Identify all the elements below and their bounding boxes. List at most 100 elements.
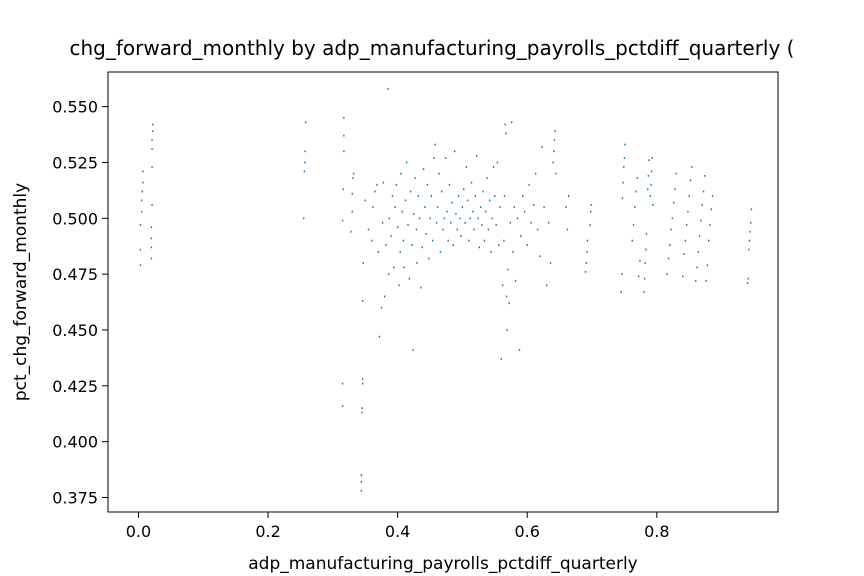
data-point (747, 277, 749, 280)
data-point (304, 161, 306, 164)
data-point (433, 157, 435, 159)
data-point (496, 161, 499, 164)
y-axis: 0.375 0.400 0.425 0.450 0.475 0.500 0.525 0.550 (52, 98, 108, 507)
data-point (706, 264, 709, 267)
data-point (393, 266, 395, 269)
data-point (696, 266, 698, 269)
data-point (343, 134, 345, 137)
data-point (140, 210, 143, 213)
data-point (387, 273, 390, 276)
data-point (650, 183, 652, 186)
data-point (452, 244, 455, 246)
data-point (504, 123, 506, 126)
data-point (418, 217, 421, 220)
data-point (435, 221, 438, 224)
data-point (377, 250, 379, 253)
data-point (539, 255, 541, 258)
data-point (645, 248, 647, 251)
data-point (483, 239, 486, 242)
data-point (545, 284, 548, 287)
data-point (417, 195, 420, 197)
data-point (364, 199, 366, 202)
data-point (473, 228, 475, 231)
data-point (639, 259, 641, 262)
data-point (554, 130, 556, 133)
data-point (367, 228, 370, 231)
data-point (371, 239, 373, 242)
data-point (568, 195, 570, 197)
data-point (671, 217, 674, 220)
data-point (343, 116, 345, 119)
data-point (586, 250, 588, 253)
data-point (536, 228, 539, 231)
y-tick-label: 0.425 (52, 377, 98, 396)
x-tick-label: 0.6 (515, 522, 540, 541)
data-point (697, 250, 699, 253)
data-point (651, 157, 653, 159)
data-point (636, 177, 639, 179)
data-point (534, 172, 537, 175)
data-point (528, 183, 530, 186)
data-point (444, 157, 447, 159)
data-point (648, 159, 650, 162)
data-point (566, 228, 569, 231)
data-point (547, 221, 550, 224)
y-tick-label: 0.400 (52, 433, 98, 452)
data-point (478, 246, 480, 249)
data-point (750, 221, 752, 224)
data-point (450, 221, 452, 224)
data-point (746, 282, 749, 284)
data-point (509, 221, 512, 224)
data-point (409, 190, 412, 193)
data-point (399, 250, 401, 253)
data-point (152, 123, 154, 126)
data-point (453, 150, 456, 153)
data-point (420, 286, 422, 289)
data-point (439, 250, 442, 253)
data-point (474, 195, 477, 197)
data-point (383, 295, 386, 298)
data-point (430, 195, 433, 197)
data-point (361, 300, 364, 302)
data-point (670, 228, 672, 231)
data-point (404, 199, 407, 202)
data-point (304, 121, 307, 124)
data-point (584, 271, 587, 273)
data-point (302, 217, 305, 220)
data-point (647, 188, 649, 191)
data-point (707, 239, 710, 242)
data-point (672, 201, 675, 204)
data-point (388, 217, 390, 220)
data-point (150, 237, 153, 240)
data-point (361, 382, 364, 385)
data-point (508, 302, 510, 305)
data-point (514, 279, 517, 282)
data-point (376, 183, 378, 186)
data-point (704, 174, 706, 177)
data-point (341, 382, 344, 385)
data-point (431, 239, 434, 242)
chart-title: chg_forward_monthly by adp_manufacturing… (70, 36, 795, 60)
y-axis-label: pct_chg_forward_monthly (11, 183, 31, 401)
data-point (398, 284, 400, 287)
data-point (472, 210, 474, 213)
data-point (139, 224, 142, 226)
data-point (351, 192, 353, 195)
data-point (505, 295, 508, 298)
data-point (434, 143, 436, 146)
data-point (395, 183, 398, 186)
data-point (151, 166, 153, 168)
data-point (447, 239, 449, 242)
data-point (649, 195, 652, 197)
data-point (396, 226, 399, 229)
data-point (526, 244, 528, 246)
data-point (652, 203, 654, 206)
data-point (362, 262, 364, 264)
data-point (710, 208, 712, 211)
data-point (151, 148, 153, 150)
data-point (620, 291, 622, 293)
data-point (428, 257, 430, 260)
data-point (374, 190, 376, 193)
data-point (351, 210, 353, 213)
data-point (424, 206, 426, 209)
